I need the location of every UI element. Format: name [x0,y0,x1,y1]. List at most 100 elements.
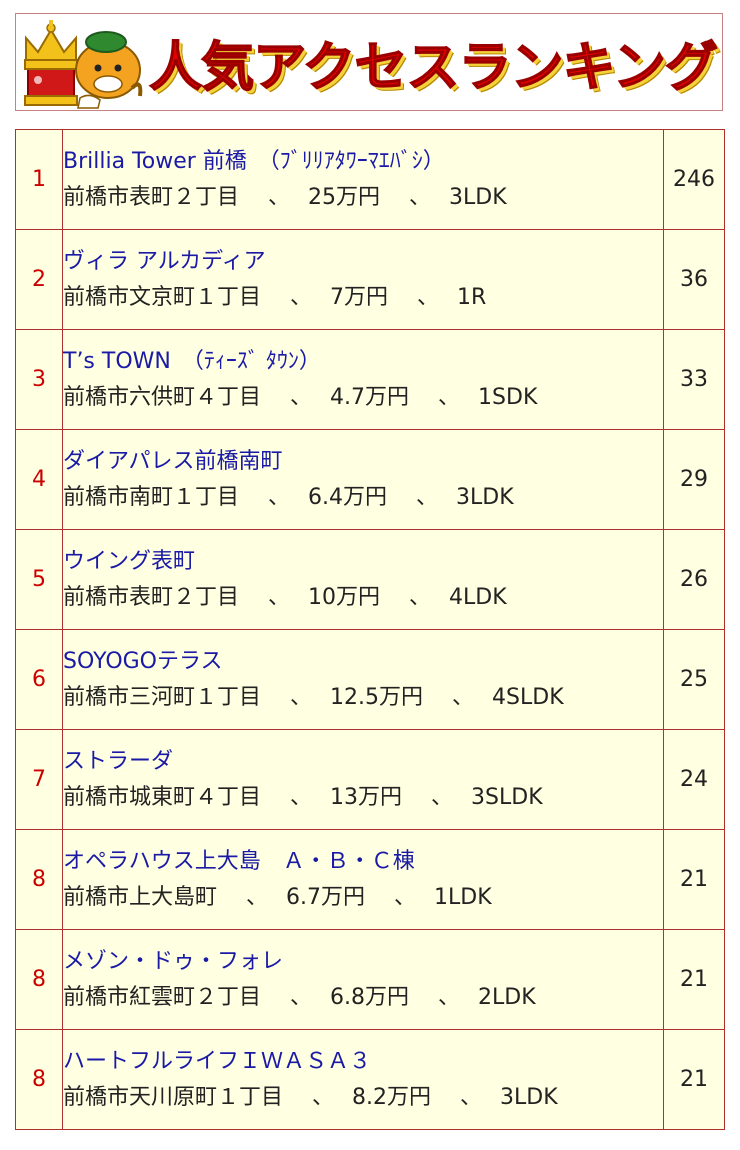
detail-separator: 、 [290,284,302,310]
property-details: 前橋市上大島町 、 6.7万円 、 1LDK [63,880,663,916]
property-address: 前橋市三河町１丁目 [63,684,262,710]
detail-separator: 、 [290,684,302,710]
property-layout: 4LDK [449,584,507,610]
property-rent: 6.4万円 [308,484,388,510]
property-name-link[interactable]: Brillia Tower 前橋 （ﾌﾞﾘﾘｱﾀﾜｰﾏｴﾊﾞｼ） [63,148,445,174]
property-name-link[interactable]: ハートフルライフＩＷＡＳＡ３ [63,1048,372,1074]
property-layout: 2LDK [478,984,536,1010]
rank-cell: 6 [15,629,63,730]
table-row[interactable]: 8 オペラハウス上大島 Ａ・Ｂ・Ｃ棟前橋市上大島町 、 6.7万円 、 1LDK 2… [15,829,725,930]
detail-separator: 、 [290,384,302,410]
detail-separator: 、 [409,184,421,210]
property-info-cell: ダイアパレス前橋南町前橋市南町１丁目 、 6.4万円 、 3LDK [62,429,664,530]
property-rent: 25万円 [308,184,381,210]
property-address: 前橋市文京町１丁目 [63,284,262,310]
rank-cell: 8 [15,1029,63,1130]
table-row[interactable]: 5 ウイング表町 前橋市表町２丁目 、 10万円 、 4LDK 26 [15,529,725,630]
detail-separator: 、 [290,984,302,1010]
property-address: 前橋市表町２丁目 [63,584,240,610]
access-count-cell: 24 [663,729,725,830]
property-info-cell: ヴィラ アルカディア 前橋市文京町１丁目 、 7万円 、 1R [62,229,664,330]
property-layout: 3LDK [449,184,507,210]
property-rent: 10万円 [308,584,381,610]
property-layout: 1R [457,284,487,310]
detail-separator: 、 [452,684,464,710]
table-row[interactable]: 7 ストラーダ前橋市城東町４丁目 、 13万円 、 3SLDK 24 [15,729,725,830]
table-row[interactable]: 1 Brillia Tower 前橋 （ﾌﾞﾘﾘｱﾀﾜｰﾏｴﾊﾞｼ） 前橋市表町２丁… [15,129,725,230]
table-row[interactable]: 2 ヴィラ アルカディア 前橋市文京町１丁目 、 7万円 、 1R 36 [15,229,725,330]
property-details: 前橋市六供町４丁目 、 4.7万円 、 1SDK [63,380,663,416]
table-row[interactable]: 8 ハートフルライフＩＷＡＳＡ３ 前橋市天川原町１丁目 、 8.2万円 、 3LDK… [15,1029,725,1130]
access-count-cell: 33 [663,329,725,430]
property-layout: 1SDK [478,384,538,410]
property-rent: 4.7万円 [330,384,410,410]
property-rent: 13万円 [330,784,403,810]
property-address: 前橋市南町１丁目 [63,484,240,510]
detail-separator: 、 [268,584,280,610]
property-address: 前橋市紅雲町２丁目 [63,984,262,1010]
ranking-table-body: 1 Brillia Tower 前橋 （ﾌﾞﾘﾘｱﾀﾜｰﾏｴﾊﾞｼ） 前橋市表町２丁… [15,129,725,1130]
access-count-cell: 36 [663,229,725,330]
property-details: 前橋市表町２丁目 、 10万円 、 4LDK [63,580,663,616]
property-details: 前橋市紅雲町２丁目 、 6.8万円 、 2LDK [63,980,663,1016]
property-details: 前橋市南町１丁目 、 6.4万円 、 3LDK [63,480,663,516]
property-info-cell: Brillia Tower 前橋 （ﾌﾞﾘﾘｱﾀﾜｰﾏｴﾊﾞｼ） 前橋市表町２丁目… [62,129,664,230]
detail-separator: 、 [246,884,258,910]
access-count-cell: 21 [663,929,725,1030]
detail-separator: 、 [417,284,429,310]
property-name-link[interactable]: ダイアパレス前橋南町 [63,448,283,474]
property-name-link[interactable]: ウイング表町 [63,548,196,574]
detail-separator: 、 [268,484,280,510]
table-row[interactable]: 3 T’s TOWN （ﾃｨｰｽﾞ ﾀｳﾝ） 前橋市六供町４丁目 、 4.7万円 、… [15,329,725,430]
property-name-link[interactable]: オペラハウス上大島 Ａ・Ｂ・Ｃ棟 [63,848,415,874]
access-count-cell: 26 [663,529,725,630]
property-rent: 7万円 [330,284,389,310]
property-details: 前橋市城東町４丁目 、 13万円 、 3SLDK [63,780,663,816]
property-details: 前橋市天川原町１丁目 、 8.2万円 、 3LDK [63,1080,663,1116]
access-count-cell: 246 [663,129,725,230]
table-row[interactable]: 6 SOYOGOテラス 前橋市三河町１丁目 、 12.5万円 、 4SLDK 25 [15,629,725,730]
property-layout: 1LDK [434,884,492,910]
ranking-table: 1 Brillia Tower 前橋 （ﾌﾞﾘﾘｱﾀﾜｰﾏｴﾊﾞｼ） 前橋市表町２丁… [15,129,725,1130]
access-count-cell: 25 [663,629,725,730]
rank-cell: 3 [15,329,63,430]
property-info-cell: ストラーダ前橋市城東町４丁目 、 13万円 、 3SLDK [62,729,664,830]
rank-cell: 8 [15,829,63,930]
property-rent: 6.7万円 [286,884,366,910]
property-address: 前橋市天川原町１丁目 [63,1084,284,1110]
property-rent: 12.5万円 [330,684,424,710]
rank-cell: 4 [15,429,63,530]
rank-cell: 8 [15,929,63,1030]
property-info-cell: メゾン・ドゥ・フォレ前橋市紅雲町２丁目 、 6.8万円 、 2LDK [62,929,664,1030]
property-name-link[interactable]: ヴィラ アルカディア [63,248,266,274]
rank-cell: 2 [15,229,63,330]
access-count-cell: 21 [663,829,725,930]
property-address: 前橋市表町２丁目 [63,184,240,210]
property-info-cell: SOYOGOテラス前橋市三河町１丁目 、 12.5万円 、 4SLDK [62,629,664,730]
property-info-cell: ウイング表町前橋市表町２丁目 、 10万円 、 4LDK [62,529,664,630]
property-address: 前橋市六供町４丁目 [63,384,262,410]
property-details: 前橋市三河町１丁目 、 12.5万円 、 4SLDK [63,680,663,716]
page-title: 人気アクセスランキング [148,36,718,99]
property-name-link[interactable]: SOYOGOテラス [63,648,223,674]
table-row[interactable]: 8 メゾン・ドゥ・フォレ前橋市紅雲町２丁目 、 6.8万円 、 2LDK 21 [15,929,725,1030]
detail-separator: 、 [460,1084,472,1110]
detail-separator: 、 [268,184,280,210]
table-row[interactable]: 4 ダイアパレス前橋南町 前橋市南町１丁目 、 6.4万円 、 3LDK 29 [15,429,725,530]
detail-separator: 、 [416,484,428,510]
property-name-link[interactable]: T’s TOWN （ﾃｨｰｽﾞ ﾀｳﾝ） [63,348,321,374]
property-details: 前橋市表町２丁目 、 25万円 、 3LDK [63,180,663,216]
detail-separator: 、 [409,584,421,610]
property-name-link[interactable]: ストラーダ [63,748,174,774]
detail-separator: 、 [438,384,450,410]
detail-separator: 、 [431,784,443,810]
rank-cell: 7 [15,729,63,830]
access-count-cell: 21 [663,1029,725,1130]
crown-mascot-icon [24,20,143,109]
property-details: 前橋市文京町１丁目 、 7万円 、 1R [63,280,663,316]
property-name-link[interactable]: メゾン・ドゥ・フォレ [63,948,284,974]
property-rent: 8.2万円 [352,1084,432,1110]
property-layout: 4SLDK [492,684,564,710]
detail-separator: 、 [394,884,406,910]
detail-separator: 、 [438,984,450,1010]
